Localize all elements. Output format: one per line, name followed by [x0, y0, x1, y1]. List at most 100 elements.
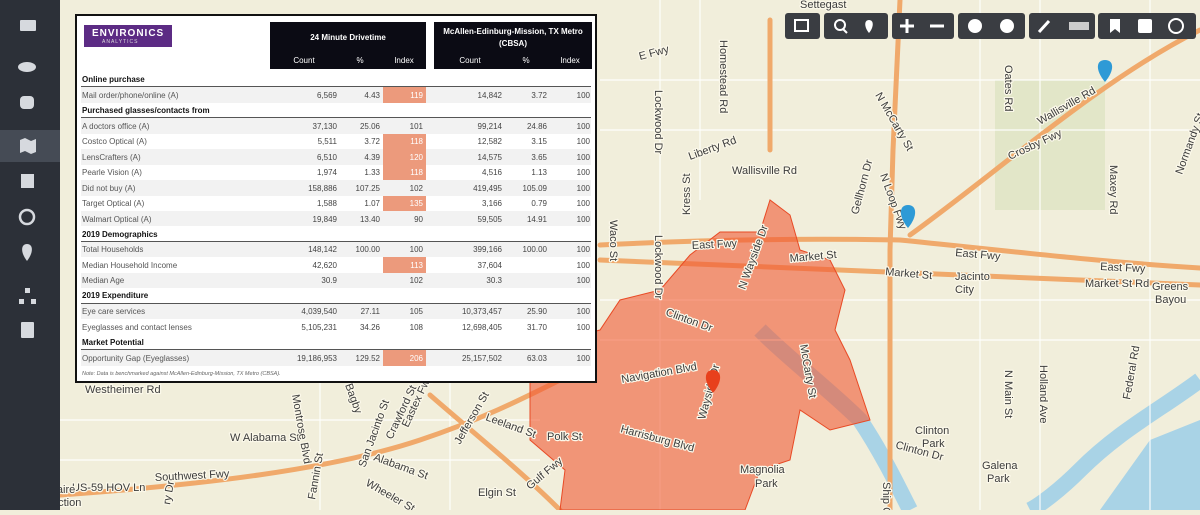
cell: 3.72 — [364, 137, 380, 147]
cell: 100.00 — [355, 245, 380, 255]
cell: 118 — [410, 168, 423, 178]
report-icon[interactable] — [21, 174, 34, 188]
column-group-title: McAllen-Edinburg-Mission, TX Metro (CBSA… — [443, 27, 583, 48]
cell: 100 — [576, 322, 590, 332]
map-icon[interactable] — [20, 138, 36, 154]
row-label: Median Age — [82, 276, 125, 286]
map-label: W Alabama St — [230, 432, 300, 444]
map-label: Maxey Rd — [1107, 165, 1119, 215]
cell: 19,186,953 — [296, 353, 337, 363]
layers-button[interactable] — [785, 13, 820, 39]
search-tools[interactable] — [824, 13, 888, 39]
cell: 100.00 — [522, 245, 547, 255]
cell: 99,214 — [477, 121, 502, 131]
row-label: Did not buy (A) — [82, 183, 136, 193]
cell: 19,849 — [312, 214, 337, 224]
cell: 419,495 — [473, 183, 502, 193]
misc-tools[interactable] — [1098, 13, 1196, 39]
map-label: Park — [755, 478, 778, 490]
cell: 129.52 — [355, 353, 380, 363]
cell: 10,373,457 — [461, 307, 502, 317]
column-header: % — [522, 56, 530, 65]
cell: 13.40 — [359, 214, 380, 224]
map-label: N Main St — [1002, 370, 1014, 418]
drivetime-area — [529, 199, 871, 510]
row-label: LensCrafters (A) — [82, 152, 141, 162]
row-band — [81, 180, 591, 196]
row-label: Pearle Vision (A) — [82, 168, 142, 178]
index-highlight — [383, 164, 426, 181]
section-title: Purchased glasses/contacts from — [82, 105, 210, 115]
hierarchy-icon[interactable] — [19, 288, 36, 304]
map-label: Lockwood Dr — [652, 235, 664, 300]
row-label: Walmart Optical (A) — [82, 214, 152, 224]
row-band — [81, 303, 591, 320]
index-highlight — [383, 257, 426, 273]
draw-tools[interactable] — [1029, 13, 1095, 39]
cell: 34.26 — [359, 322, 380, 332]
database-icon[interactable] — [20, 96, 34, 109]
data-panel: ENVIRONICS ANALYTICS 24 Minute Drivetime… — [75, 14, 597, 383]
column-header: Index — [560, 56, 580, 65]
cell: 30.9 — [321, 276, 337, 286]
section-rule — [81, 240, 591, 242]
cell: 90 — [414, 214, 423, 224]
cell: 4.39 — [364, 152, 380, 162]
index-highlight — [383, 133, 426, 150]
history-tools[interactable] — [958, 13, 1025, 39]
cell: 25.06 — [359, 121, 380, 131]
cell: 100 — [576, 245, 590, 255]
map-label: Park — [987, 473, 1010, 485]
map-label: Clinton — [915, 425, 949, 437]
row-band — [81, 149, 591, 165]
map-label: Wallisville Rd — [732, 165, 797, 177]
column-header: Index — [394, 56, 414, 65]
index-highlight — [383, 87, 426, 103]
cell: 101 — [409, 121, 423, 131]
map-label: Westheimer Rd — [85, 384, 161, 396]
map-label: Bayou — [1155, 294, 1186, 306]
cell: 12,698,405 — [461, 322, 502, 332]
briefcase-icon[interactable] — [20, 20, 36, 31]
row-label: Eyeglasses and contact lenses — [82, 322, 192, 332]
map-label: Lockwood Dr — [652, 90, 664, 155]
section-title: 2019 Demographics — [82, 229, 158, 239]
map-label: Elgin St — [478, 487, 516, 499]
zoom-tools[interactable] — [892, 13, 954, 39]
cell: 100 — [576, 260, 590, 270]
cell: 30.3 — [486, 276, 502, 286]
cell: 5,511 — [317, 137, 337, 147]
map-label: Greens — [1152, 281, 1189, 293]
row-label: Total Households — [82, 245, 144, 255]
map-pin — [1097, 60, 1113, 82]
cell: 118 — [410, 137, 423, 147]
cloud-icon[interactable] — [18, 62, 36, 72]
map-label: Magnolia — [740, 464, 786, 476]
cell: 1,974 — [316, 168, 337, 178]
column-group-header — [270, 22, 426, 69]
cell: 100 — [576, 90, 590, 100]
cell: 59,505 — [477, 214, 502, 224]
column-header: Count — [293, 56, 315, 65]
cell: 399,166 — [473, 245, 502, 255]
cell: 14.91 — [526, 214, 547, 224]
cell: 42,620 — [312, 260, 337, 270]
circle-icon[interactable] — [18, 208, 36, 226]
cell: 100 — [576, 152, 590, 162]
cell: 14,842 — [477, 90, 502, 100]
cell: 3.72 — [531, 90, 547, 100]
cell: 100 — [576, 353, 590, 363]
cell: 100 — [576, 137, 590, 147]
section-rule — [81, 117, 591, 119]
pin-icon[interactable] — [22, 244, 32, 261]
cell: 4.43 — [364, 90, 380, 100]
index-highlight — [383, 149, 426, 165]
cell: 31.70 — [526, 322, 547, 332]
map-label: Polk St — [547, 431, 582, 443]
logo-sub: ANALYTICS — [102, 39, 139, 45]
clipboard-icon[interactable] — [21, 322, 34, 338]
cell: 12,582 — [477, 137, 502, 147]
cell: 148,142 — [308, 245, 337, 255]
cell: 107.25 — [355, 183, 380, 193]
